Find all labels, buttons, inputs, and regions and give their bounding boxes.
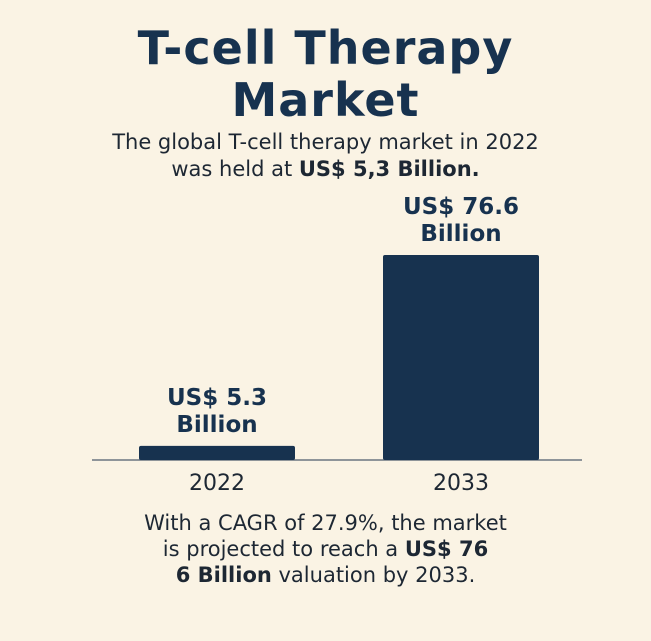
footer-text: With a CAGR of 27.9%, the market is proj… bbox=[0, 510, 651, 588]
footer-line-2-text: is projected to reach a bbox=[162, 537, 405, 561]
x-tick-label-2022: 2022 bbox=[189, 471, 245, 496]
x-tick-label-2033: 2033 bbox=[433, 471, 489, 496]
bar-2033 bbox=[383, 255, 539, 460]
subtitle: The global T-cell therapy market in 2022… bbox=[0, 129, 651, 183]
page-title: T-cell Therapy Market bbox=[0, 22, 651, 126]
subtitle-line-1: The global T-cell therapy market in 2022 bbox=[112, 130, 539, 154]
title-line-2: Market bbox=[231, 73, 420, 127]
footer-line-1: With a CAGR of 27.9%, the market bbox=[144, 511, 507, 535]
subtitle-line-2-text: was held at bbox=[171, 157, 299, 181]
bar-data-label-2022-line-2: Billion bbox=[176, 412, 257, 438]
bar-data-label-2033-line-2: Billion bbox=[420, 221, 501, 247]
title-line-1: T-cell Therapy bbox=[137, 21, 514, 75]
footer-line-3: 6 Billion valuation by 2033. bbox=[0, 562, 651, 588]
bar-data-label-2033-line-1: US$ 76.6 bbox=[403, 194, 519, 220]
bar-2022 bbox=[139, 445, 295, 460]
subtitle-line-2: was held at US$ 5,3 Billion. bbox=[0, 156, 651, 183]
footer-line-3-bold: 6 Billion bbox=[175, 563, 272, 587]
bar-data-label-2022-line-1: US$ 5.3 bbox=[167, 385, 267, 411]
footer-line-2-bold: US$ 76 bbox=[404, 537, 489, 561]
footer-line-2: is projected to reach a US$ 76 bbox=[0, 536, 651, 562]
subtitle-line-2-bold: US$ 5,3 Billion. bbox=[298, 157, 480, 181]
footer-line-3-text: valuation by 2033. bbox=[271, 563, 476, 587]
